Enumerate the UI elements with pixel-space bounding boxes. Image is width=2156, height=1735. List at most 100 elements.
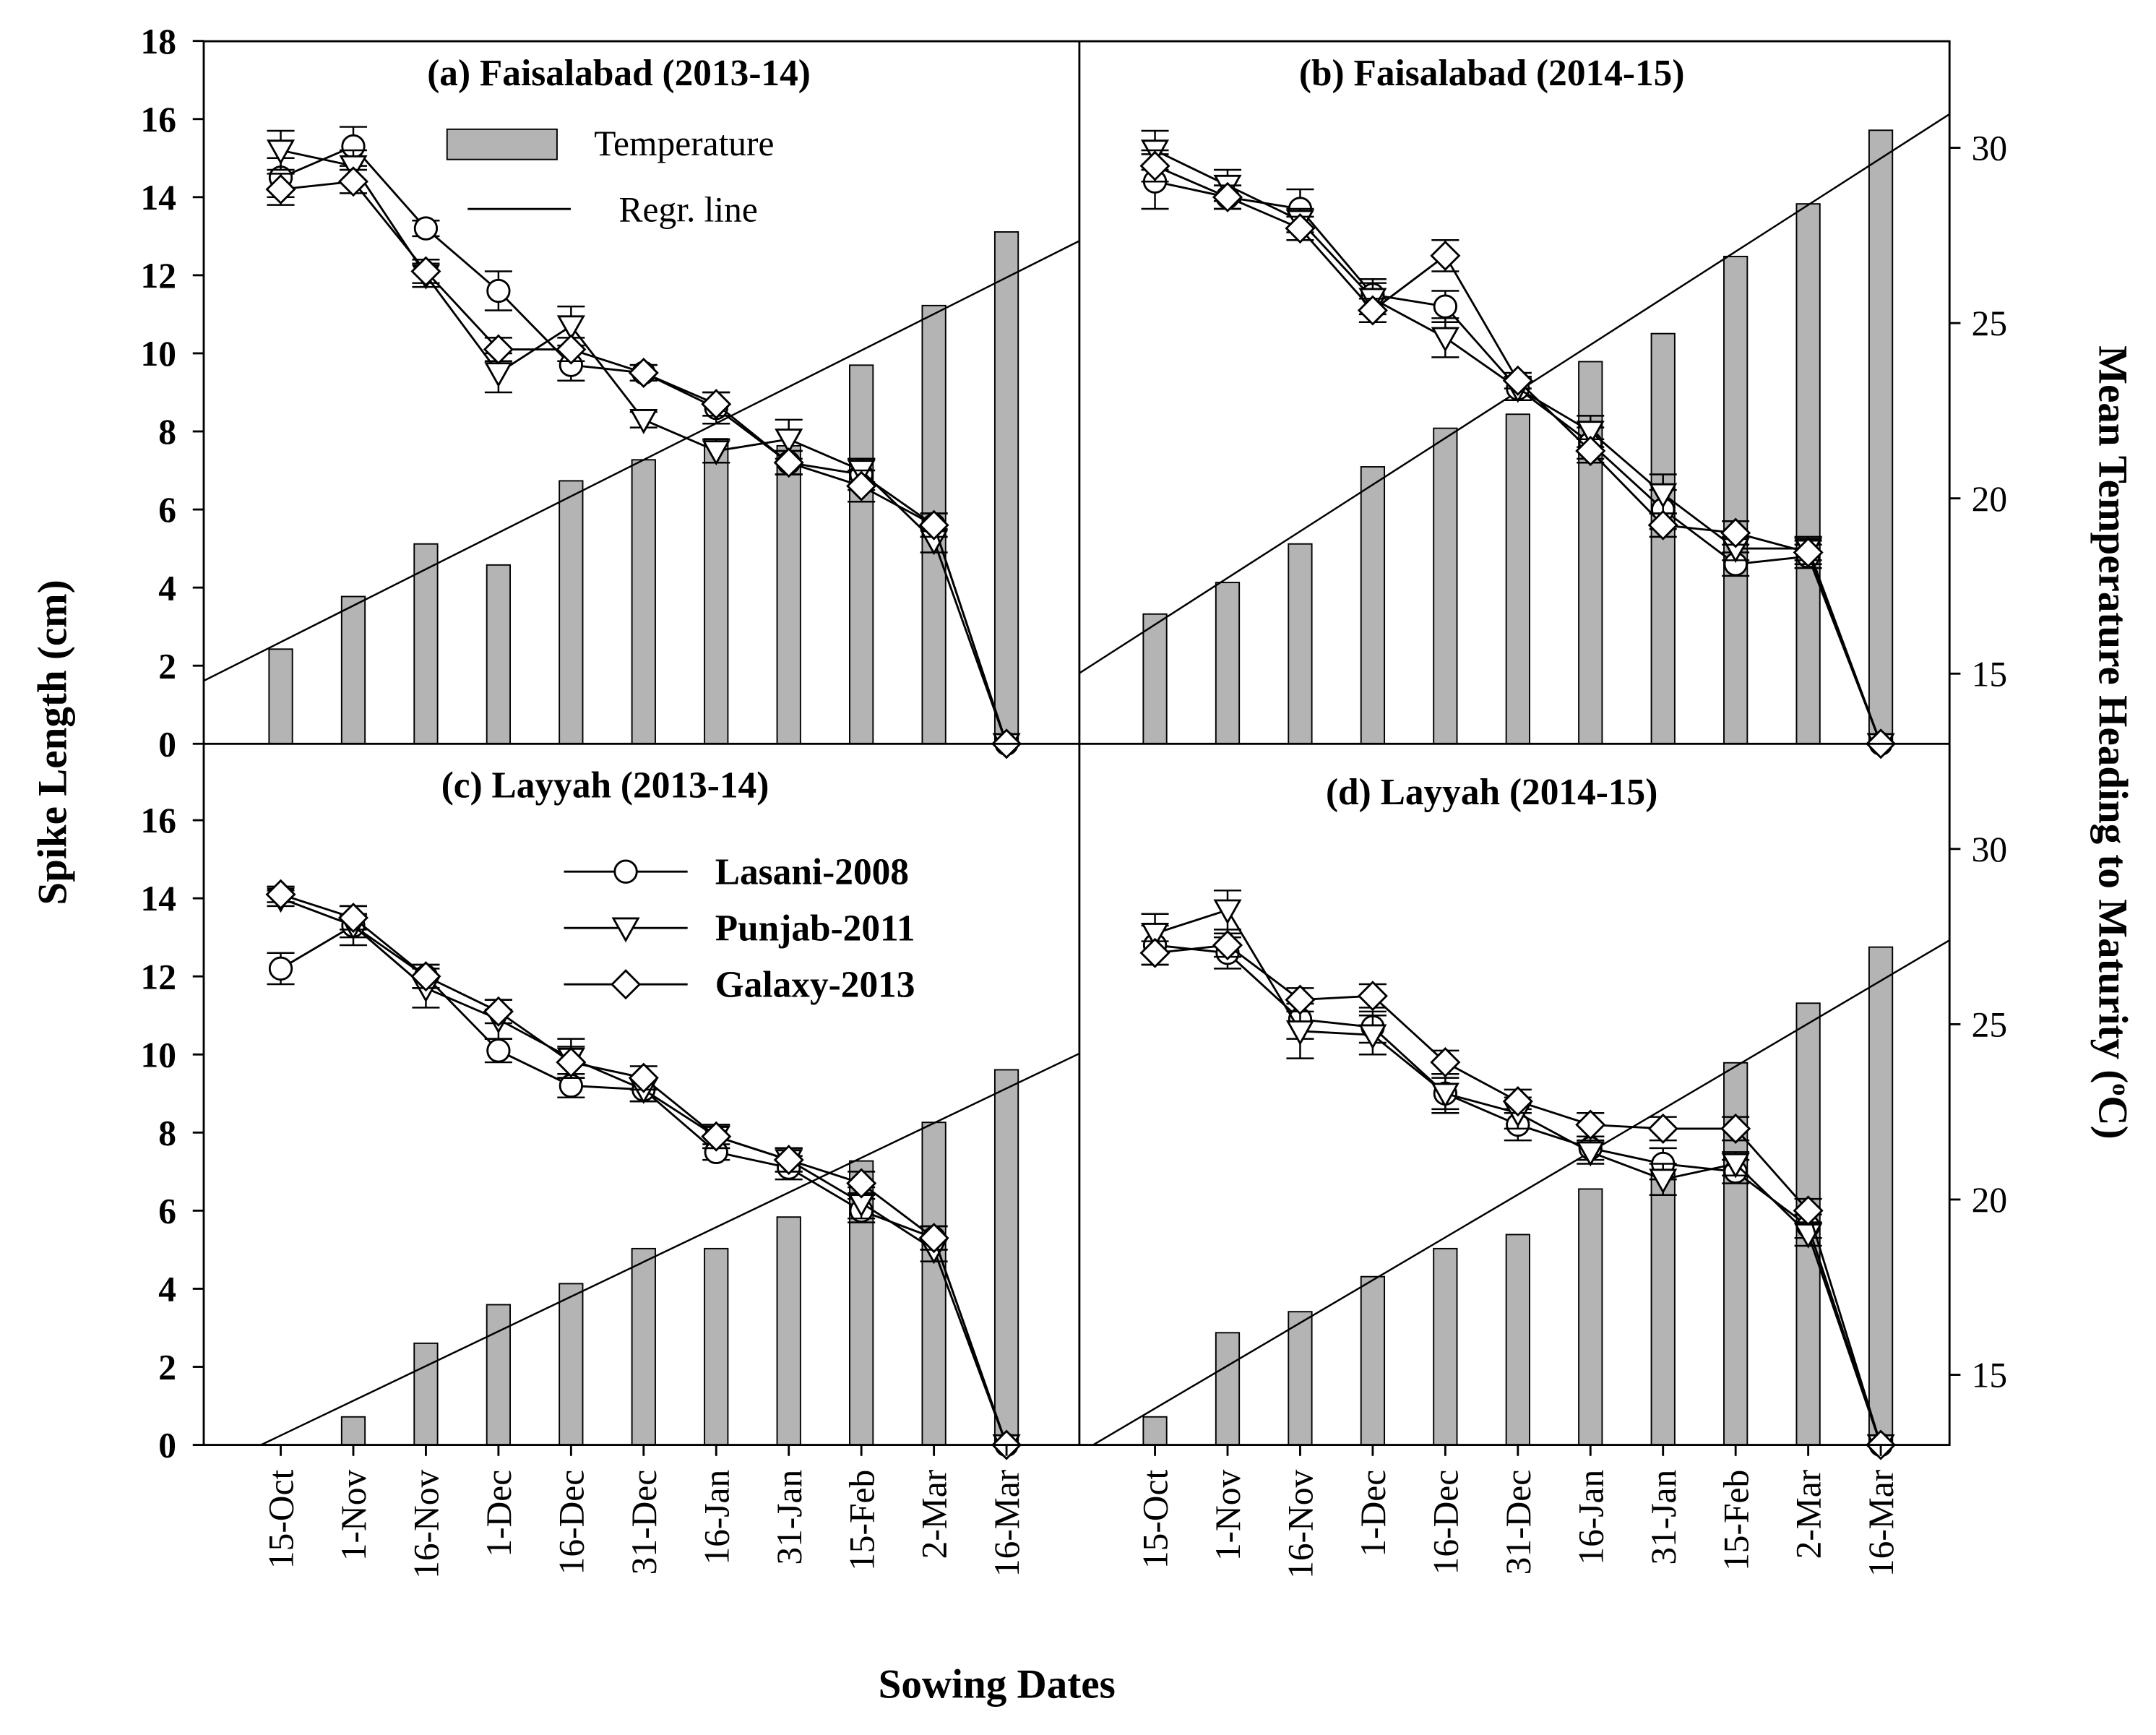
- data-point: [918, 1223, 949, 1254]
- y2-tick-label: 20: [1972, 1180, 2007, 1220]
- data-point: [486, 278, 511, 303]
- y-tick-label: 16: [140, 100, 176, 139]
- x-tick-label: 1-Dec: [1353, 1470, 1393, 1557]
- y-tick-label: 18: [140, 22, 176, 61]
- data-point: [773, 447, 804, 478]
- legend-marker-tri: [611, 917, 640, 943]
- data-point: [846, 470, 877, 501]
- y-tick-label: 14: [140, 879, 176, 918]
- y2-tick-label: 15: [1972, 654, 2007, 694]
- x-tick-label: 16-Mar: [987, 1469, 1027, 1577]
- temperature-bar: [776, 1216, 801, 1446]
- x-tick-label: 16-Mar: [1861, 1469, 1901, 1577]
- data-point: [1212, 181, 1243, 212]
- data-point: [773, 1145, 804, 1176]
- data-point: [1721, 1153, 1750, 1179]
- data-point: [1139, 937, 1170, 968]
- temperature-bar: [704, 1247, 729, 1446]
- y2-tick-label: 20: [1972, 479, 2007, 519]
- data-point: [486, 1038, 511, 1063]
- x-tick-label: 1-Nov: [334, 1470, 374, 1562]
- temperature-bar: [1505, 1234, 1530, 1446]
- y-tick-label: 2: [158, 646, 176, 686]
- x-tick-label: 1-Dec: [479, 1470, 519, 1557]
- data-point: [1431, 327, 1459, 353]
- data-point: [1575, 435, 1606, 467]
- panel-title: (d) Layyah (2014-15): [1326, 772, 1657, 813]
- data-point: [1502, 365, 1533, 396]
- y-tick-label: 16: [140, 801, 176, 840]
- series-galaxy-2013: [1139, 149, 1897, 759]
- data-point: [1720, 517, 1751, 548]
- y2-tick-label: 30: [1972, 830, 2007, 869]
- legend-temperature-label: Temperature: [594, 124, 774, 163]
- legend-label: Lasani-2008: [715, 851, 909, 892]
- temperature-bar: [1360, 1275, 1386, 1446]
- x-tick-label: 1-Nov: [1208, 1470, 1248, 1562]
- y-tick-label: 10: [140, 334, 176, 374]
- data-point: [628, 1062, 659, 1093]
- x-tick-label: 15-Feb: [842, 1470, 881, 1571]
- temperature-bar: [1360, 466, 1386, 745]
- y-tick-label: 2: [158, 1348, 176, 1387]
- y-tick-label: 4: [158, 568, 176, 608]
- legend-regression-label: Regr. line: [619, 189, 758, 229]
- data-point: [1430, 240, 1461, 271]
- data-point: [775, 429, 803, 454]
- y2-tick-label: 25: [1972, 303, 2007, 343]
- x-tick-label: 16-Dec: [1426, 1470, 1465, 1575]
- data-point: [1431, 1082, 1459, 1108]
- data-point: [1647, 1113, 1678, 1144]
- series-galaxy-2013: [265, 166, 1022, 759]
- y-axis-label: Spike Length (cm): [30, 580, 76, 905]
- x-tick-label: 16-Jan: [697, 1470, 736, 1565]
- data-point: [629, 409, 658, 434]
- x-tick-label: 2-Mar: [915, 1469, 954, 1559]
- data-point: [1647, 509, 1678, 541]
- data-point: [1357, 295, 1388, 326]
- data-point: [1649, 1168, 1678, 1194]
- y-tick-label: 0: [158, 1426, 176, 1465]
- data-point: [1140, 923, 1170, 948]
- series-galaxy-2013: [265, 879, 1022, 1460]
- x-axis-label: Sowing Dates: [879, 1662, 1116, 1708]
- temperature-bar: [268, 648, 293, 745]
- legend-marker-diamond: [611, 969, 642, 1000]
- panel-title: (c) Layyah (2013-14): [441, 765, 769, 806]
- series-galaxy-2013: [1139, 929, 1897, 1460]
- temperature-bar: [1215, 1332, 1241, 1446]
- panel-c: (c) Layyah (2013-14): [259, 765, 1079, 1460]
- data-point: [1576, 1141, 1605, 1167]
- temperature-bar: [340, 1416, 366, 1446]
- temperature-bar: [631, 459, 656, 745]
- x-tick-label: 31-Dec: [1499, 1470, 1538, 1575]
- temperature-bar: [1578, 1188, 1603, 1446]
- data-point: [483, 334, 514, 365]
- legend-series: Lasani-2008 Punjab-2011 Galaxy-2013: [564, 851, 915, 1005]
- data-point: [1793, 1195, 1824, 1226]
- temperature-bar: [1795, 203, 1821, 745]
- x-tick-label: 15-Oct: [262, 1470, 301, 1570]
- legend-temperature-swatch: [446, 128, 558, 160]
- x-tick-label: 15-Feb: [1716, 1470, 1756, 1571]
- data-point: [265, 879, 296, 910]
- temperature-bar: [1868, 946, 1894, 1446]
- data-point: [1213, 899, 1242, 925]
- temperature-bar: [486, 564, 512, 745]
- panel-d: (d) Layyah (2014-15): [1091, 772, 1950, 1460]
- temperature-bar: [486, 1304, 512, 1446]
- data-point: [701, 389, 732, 420]
- data-point: [556, 334, 587, 365]
- data-point: [1720, 1113, 1751, 1144]
- data-point: [1139, 150, 1170, 181]
- regression-line: [259, 1052, 1079, 1445]
- data-point: [1212, 929, 1243, 960]
- data-point: [846, 1168, 877, 1199]
- y-tick-label: 14: [140, 178, 176, 218]
- data-point: [265, 173, 296, 205]
- x-tick-label: 31-Jan: [1644, 1470, 1683, 1565]
- data-point: [337, 903, 369, 934]
- data-point: [410, 961, 441, 992]
- data-point: [702, 440, 730, 466]
- temperature-bar: [413, 1342, 439, 1446]
